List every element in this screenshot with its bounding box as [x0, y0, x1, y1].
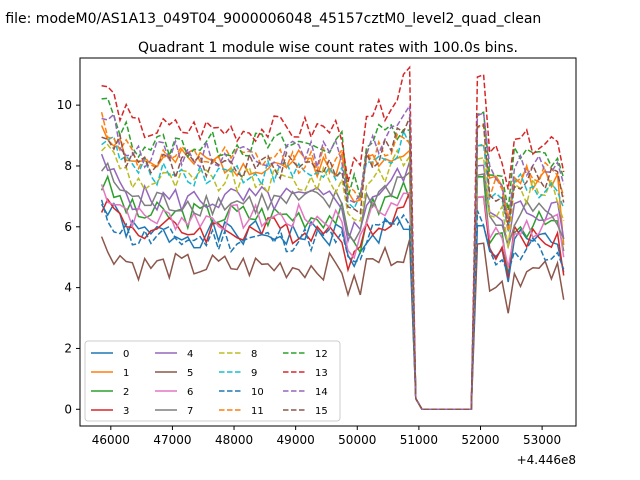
x-axis: 46000 47000 48000 49000 50000 51000 52000 53000 — [92, 426, 561, 447]
y-tick-label: 2 — [64, 341, 72, 355]
legend-label: 0 — [123, 349, 129, 360]
series-line-7 — [101, 161, 565, 411]
legend-label: 3 — [123, 406, 129, 417]
x-tick-label: 47000 — [153, 433, 191, 447]
legend-label: 6 — [187, 387, 193, 398]
x-tick-label: 46000 — [92, 433, 130, 447]
legend-box — [84, 340, 341, 422]
legend-label: 13 — [315, 368, 328, 379]
legend-label: 7 — [187, 406, 193, 417]
legend-label: 10 — [251, 387, 264, 398]
legend-label: 11 — [251, 406, 264, 417]
series-line-10 — [100, 199, 565, 411]
series-line-13 — [101, 65, 565, 411]
series-line-5 — [100, 236, 565, 411]
y-tick-label: 8 — [64, 159, 72, 173]
series-line-14 — [101, 103, 565, 411]
legend-label: 9 — [251, 368, 257, 379]
x-tick-label: 51000 — [400, 433, 438, 447]
x-offset-label: +4.446e8 — [517, 453, 576, 467]
series-line-6 — [100, 184, 565, 411]
y-tick-label: 4 — [64, 281, 72, 295]
x-tick-label: 49000 — [277, 433, 315, 447]
legend-label: 4 — [187, 349, 193, 360]
y-axis: 0 2 4 6 8 10 — [57, 98, 80, 416]
legend-label: 2 — [123, 387, 129, 398]
y-tick-label: 10 — [57, 98, 72, 112]
x-tick-label: 52000 — [461, 433, 499, 447]
plot-lines — [100, 65, 565, 411]
chart-title: Quadrant 1 module wise count rates with … — [138, 40, 518, 56]
legend-label: 1 — [123, 368, 129, 379]
y-tick-label: 6 — [64, 220, 72, 234]
legend-label: 5 — [187, 368, 193, 379]
series-line-15 — [101, 117, 565, 411]
legend-label: 12 — [315, 349, 328, 360]
legend-label: 15 — [315, 406, 328, 417]
x-tick-label: 50000 — [338, 433, 376, 447]
legend-label: 8 — [251, 349, 257, 360]
chart-suptitle: n file: modeM0/AS1A13_049T04_9000006048_… — [0, 11, 541, 27]
x-tick-label: 48000 — [215, 433, 253, 447]
y-tick-label: 0 — [64, 402, 72, 416]
series-line-9 — [101, 129, 565, 411]
legend-label: 14 — [315, 387, 328, 398]
x-tick-label: 53000 — [523, 433, 561, 447]
plot-frame — [79, 57, 577, 427]
series-line-8 — [101, 143, 565, 411]
